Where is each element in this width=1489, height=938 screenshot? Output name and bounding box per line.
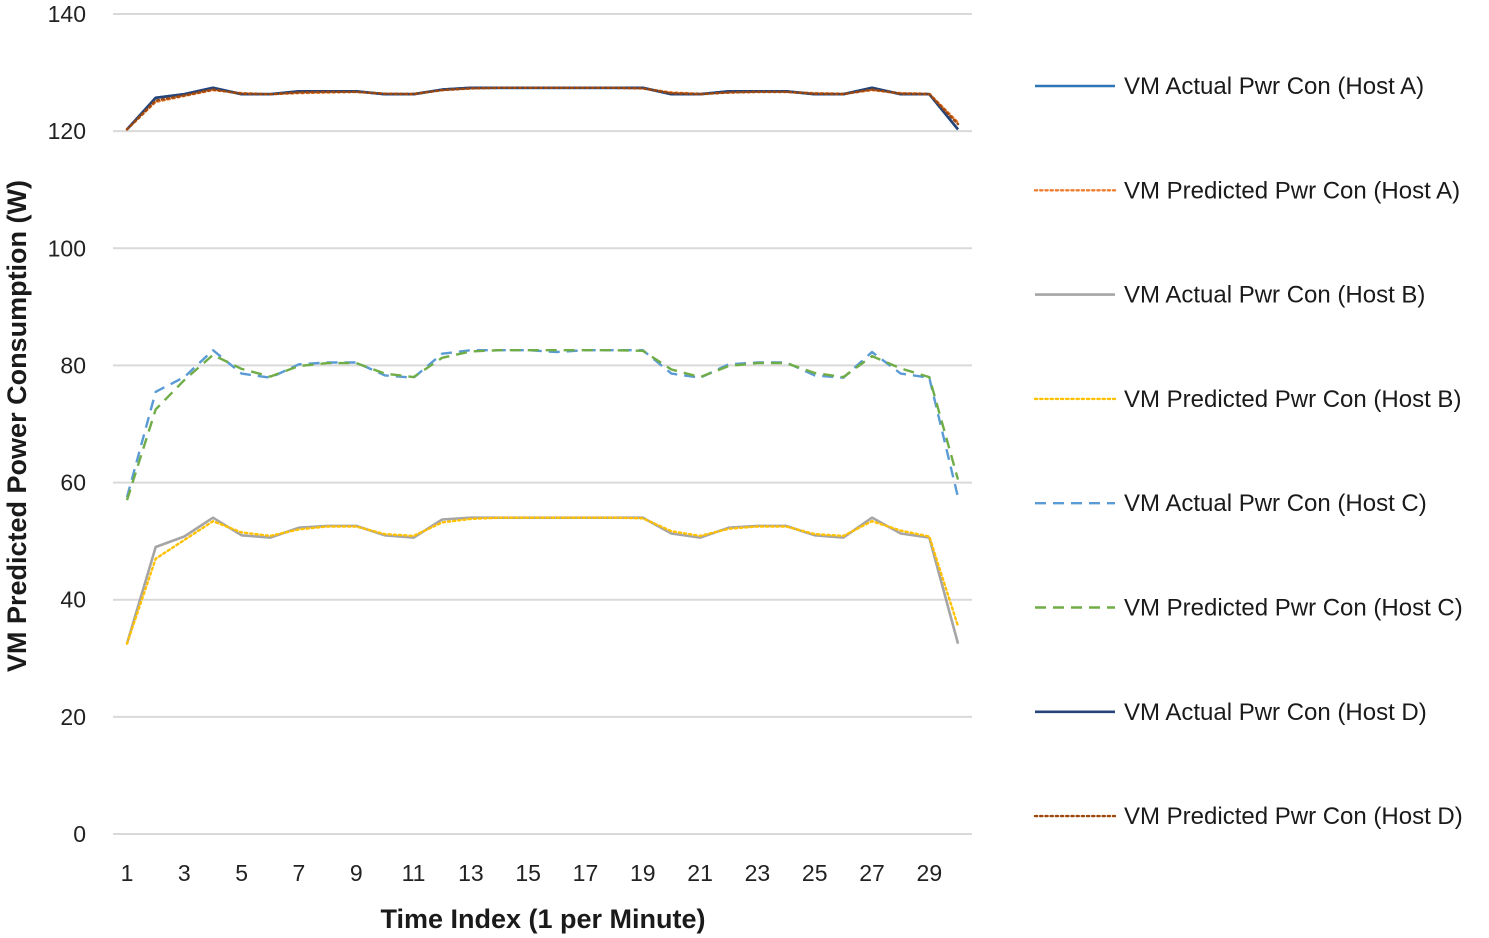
legend-label: VM Actual Pwr Con (Host B) xyxy=(1124,282,1425,309)
legend-item: VM Predicted Pwr Con (Host B) xyxy=(1033,386,1461,413)
y-tick-label: 80 xyxy=(60,352,86,378)
legend-item: VM Actual Pwr Con (Host D) xyxy=(1035,699,1427,726)
series-line-5 xyxy=(125,349,960,498)
x-tick-label: 23 xyxy=(745,860,771,886)
legend-label: VM Actual Pwr Con (Host C) xyxy=(1124,490,1427,517)
legend-label: VM Predicted Pwr Con (Host D) xyxy=(1124,803,1463,830)
y-tick-label: 0 xyxy=(73,821,86,847)
series-line-6 xyxy=(125,349,960,501)
legend-label: VM Predicted Pwr Con (Host C) xyxy=(1124,595,1463,622)
y-axis-title: VM Predicted Power Consumption (W) xyxy=(2,180,32,672)
x-tick-label: 3 xyxy=(178,860,191,886)
series-lines xyxy=(125,86,960,645)
x-tick-label: 11 xyxy=(402,860,426,886)
y-tick-label: 60 xyxy=(60,470,86,496)
series-line-4 xyxy=(125,516,960,645)
x-tick-labels: 1 3 5 7 9 11 13 15 17 19 21 23 25 27 29 xyxy=(121,860,943,886)
series-line-3 xyxy=(125,516,960,644)
x-tick-label: 13 xyxy=(458,860,484,886)
x-tick-label: 7 xyxy=(293,860,306,886)
legend-label: VM Predicted Pwr Con (Host A) xyxy=(1124,177,1460,204)
legend-item: VM Predicted Pwr Con (Host A) xyxy=(1033,177,1460,204)
x-tick-label: 27 xyxy=(859,860,885,886)
y-tick-label: 120 xyxy=(48,118,86,144)
legend-item: VM Predicted Pwr Con (Host D) xyxy=(1033,803,1463,830)
y-tick-labels: 0 20 40 60 80 100 120 140 xyxy=(48,1,86,847)
series-line-8 xyxy=(125,86,960,131)
y-tick-label: 40 xyxy=(60,587,86,613)
x-tick-label: 1 xyxy=(121,860,134,886)
x-axis-title: Time Index (1 per Minute) xyxy=(380,904,705,934)
x-tick-label: 17 xyxy=(573,860,599,886)
x-tick-label: 29 xyxy=(917,860,943,886)
legend-item: VM Actual Pwr Con (Host C) xyxy=(1035,490,1427,517)
x-tick-label: 15 xyxy=(515,860,541,886)
x-tick-label: 5 xyxy=(235,860,248,886)
y-tick-label: 140 xyxy=(48,1,86,27)
legend-label: VM Actual Pwr Con (Host D) xyxy=(1124,699,1427,726)
grid-lines xyxy=(113,13,972,835)
legend-item: VM Actual Pwr Con (Host A) xyxy=(1035,73,1424,100)
y-tick-label: 20 xyxy=(60,704,86,730)
x-tick-label: 9 xyxy=(350,860,363,886)
x-tick-label: 25 xyxy=(802,860,828,886)
legend-item: VM Predicted Pwr Con (Host C) xyxy=(1035,595,1463,622)
legend-label: VM Actual Pwr Con (Host A) xyxy=(1124,73,1424,100)
legend: VM Actual Pwr Con (Host A) VM Predicted P… xyxy=(1033,73,1463,830)
y-tick-label: 100 xyxy=(48,235,86,261)
x-tick-label: 21 xyxy=(687,860,713,886)
x-tick-label: 19 xyxy=(630,860,656,886)
legend-label: VM Predicted Pwr Con (Host B) xyxy=(1124,386,1461,413)
legend-item: VM Actual Pwr Con (Host B) xyxy=(1035,282,1425,309)
